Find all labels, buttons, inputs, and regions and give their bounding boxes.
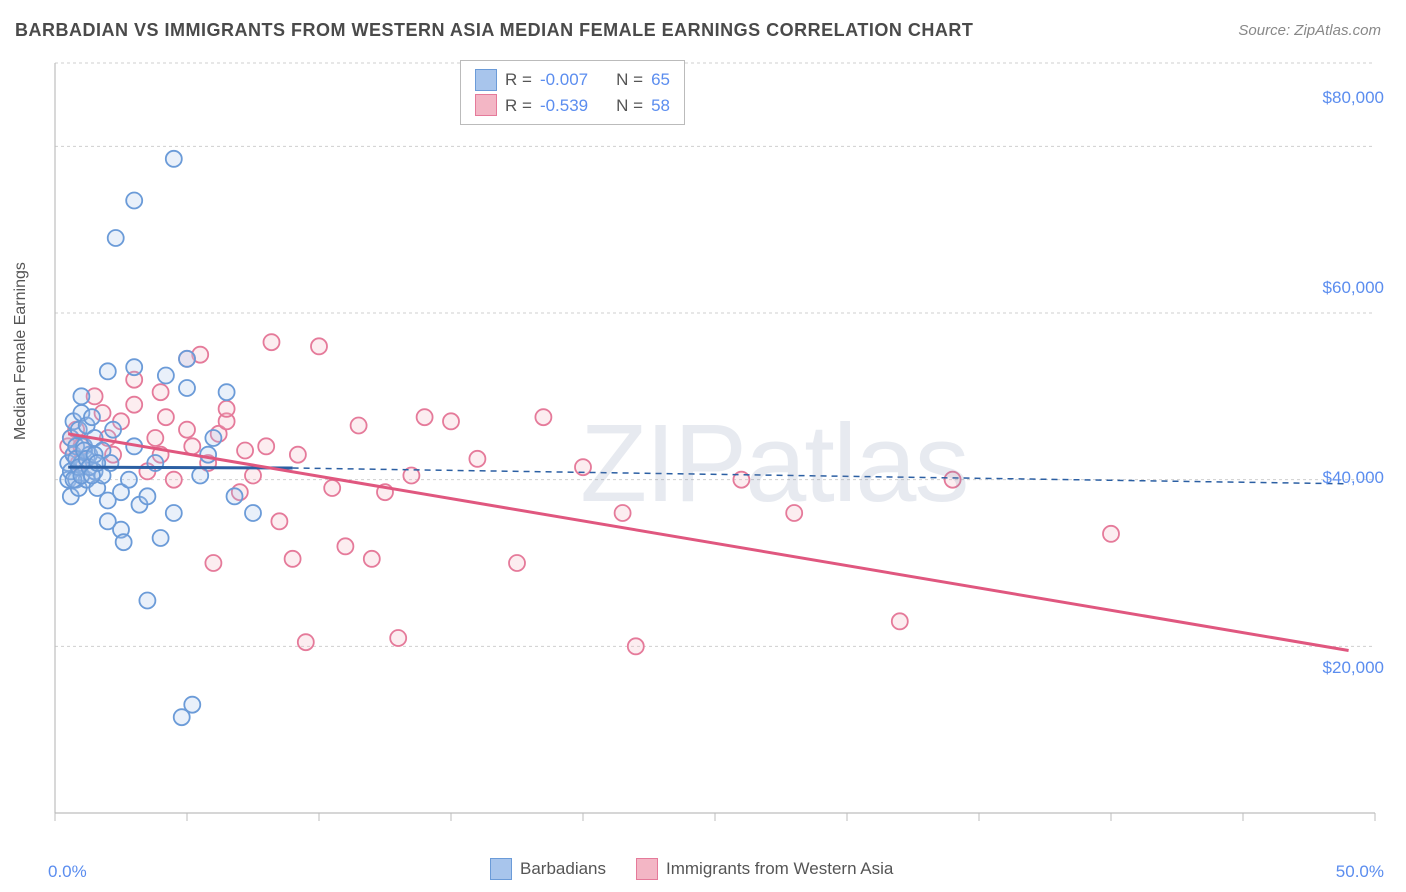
scatter-plot [50, 58, 1380, 828]
legend-swatch-immigrants [636, 858, 658, 880]
n-value-immigrants: 58 [651, 93, 670, 119]
legend-label-immigrants: Immigrants from Western Asia [666, 859, 893, 879]
y-tick-20000: $20,000 [1323, 658, 1384, 678]
source-prefix: Source: [1238, 22, 1294, 39]
legend-swatch-barbadians [490, 858, 512, 880]
n-value-barbadians: 65 [651, 67, 670, 93]
x-axis-max-label: 50.0% [1336, 862, 1384, 882]
legend-swatch-immigrants [475, 94, 497, 116]
n-label: N = [616, 93, 643, 119]
legend-item-immigrants: Immigrants from Western Asia [636, 858, 893, 880]
legend-series: Barbadians Immigrants from Western Asia [490, 858, 893, 880]
legend-stats-row-1: R = -0.007 N = 65 [475, 67, 670, 93]
r-value-barbadians: -0.007 [540, 67, 588, 93]
legend-label-barbadians: Barbadians [520, 859, 606, 879]
chart-container: { "title": "BARBADIAN VS IMMIGRANTS FROM… [0, 0, 1406, 892]
chart-title: BARBADIAN VS IMMIGRANTS FROM WESTERN ASI… [15, 20, 973, 41]
legend-item-barbadians: Barbadians [490, 858, 606, 880]
x-axis-min-label: 0.0% [48, 862, 87, 882]
n-label: N = [616, 67, 643, 93]
source-name: ZipAtlas.com [1294, 22, 1381, 39]
legend-stats-row-2: R = -0.539 N = 58 [475, 93, 670, 119]
y-tick-60000: $60,000 [1323, 278, 1384, 298]
legend-swatch-barbadians [475, 69, 497, 91]
source-attribution: Source: ZipAtlas.com [1238, 22, 1381, 39]
r-value-immigrants: -0.539 [540, 93, 588, 119]
r-label: R = [505, 67, 532, 93]
y-axis-label: Median Female Earnings [12, 262, 30, 440]
legend-stats: R = -0.007 N = 65 R = -0.539 N = 58 [460, 60, 685, 125]
y-tick-80000: $80,000 [1323, 88, 1384, 108]
y-tick-40000: $40,000 [1323, 468, 1384, 488]
r-label: R = [505, 93, 532, 119]
